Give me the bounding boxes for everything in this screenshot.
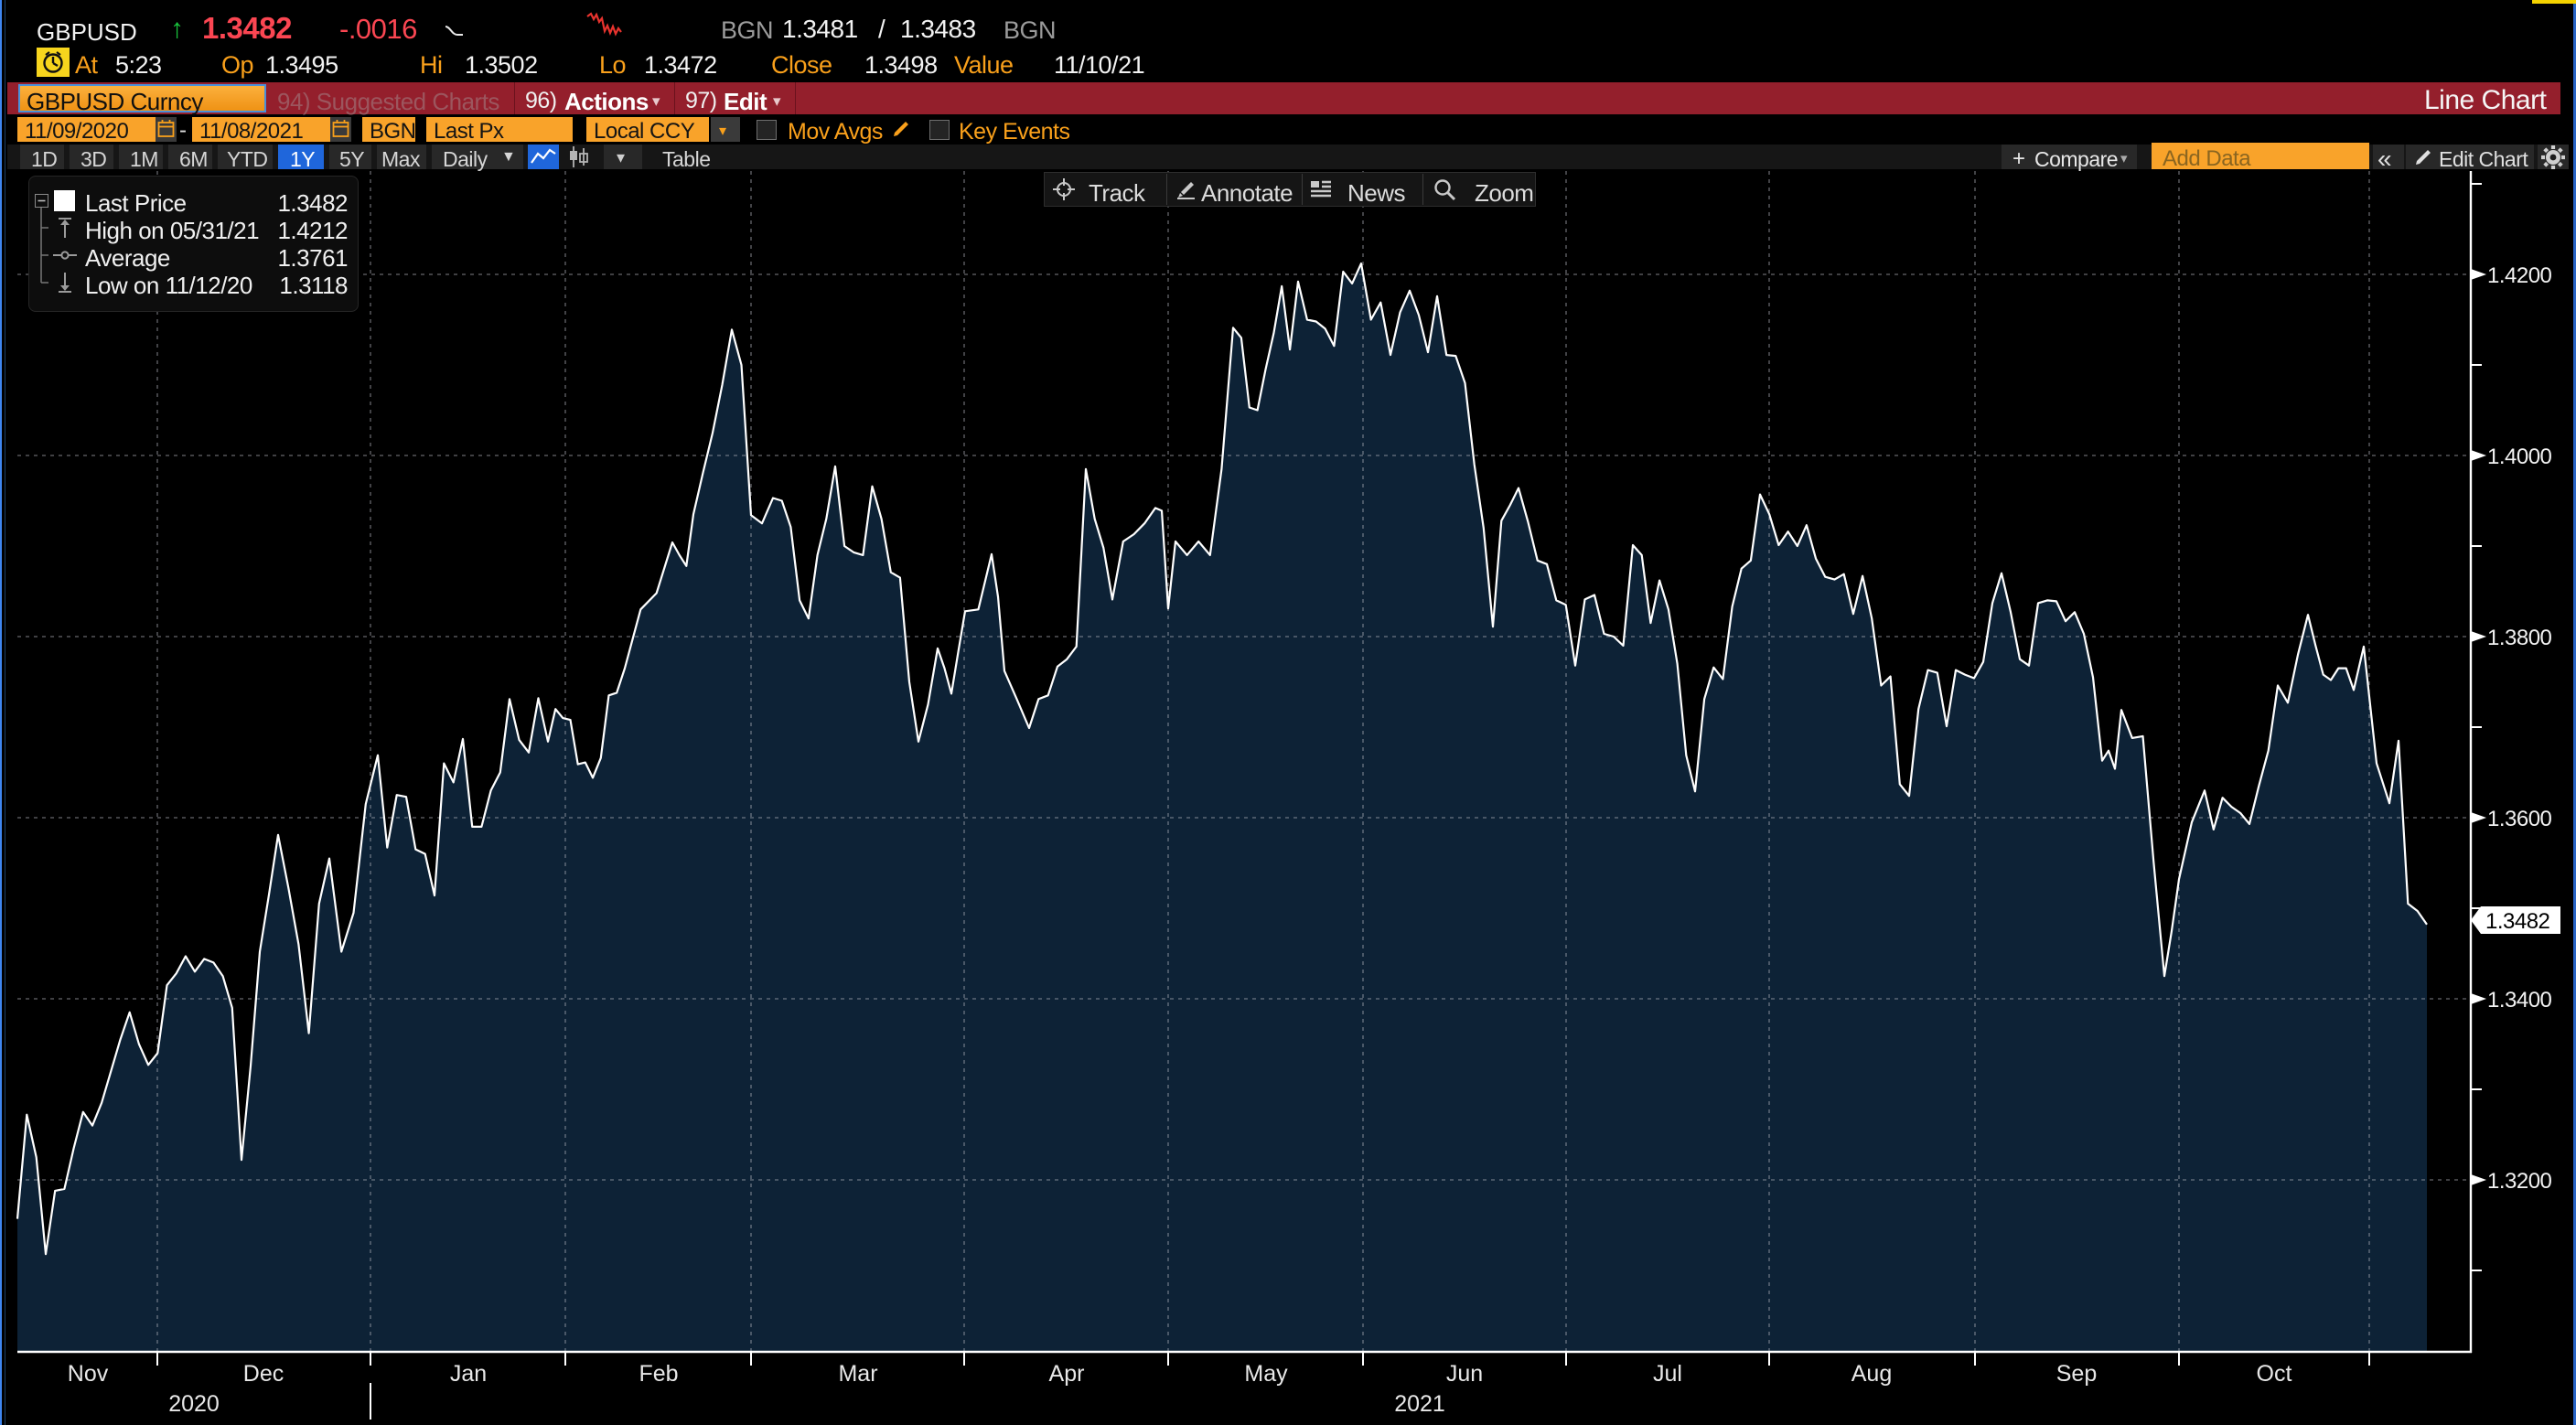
- svg-text:1.3200: 1.3200: [2487, 1169, 2552, 1194]
- svg-text:Sep: Sep: [2056, 1361, 2097, 1387]
- svg-text:2020: 2020: [168, 1391, 220, 1417]
- svg-text:1.3400: 1.3400: [2487, 988, 2552, 1012]
- svg-text:Jul: Jul: [1653, 1361, 1682, 1387]
- svg-text:Jun: Jun: [1446, 1361, 1483, 1387]
- svg-text:1.4000: 1.4000: [2487, 445, 2552, 469]
- svg-text:Oct: Oct: [2257, 1361, 2292, 1387]
- svg-text:1.3800: 1.3800: [2487, 626, 2552, 650]
- svg-text:Mar: Mar: [838, 1361, 877, 1387]
- svg-text:Aug: Aug: [1852, 1361, 1892, 1387]
- svg-text:Jan: Jan: [450, 1361, 487, 1387]
- svg-text:May: May: [1244, 1361, 1288, 1387]
- svg-text:Dec: Dec: [243, 1361, 284, 1387]
- svg-text:2021: 2021: [1394, 1391, 1445, 1417]
- svg-text:1.3482: 1.3482: [2485, 909, 2550, 934]
- svg-text:Nov: Nov: [68, 1361, 109, 1387]
- svg-text:1.3600: 1.3600: [2487, 807, 2552, 831]
- svg-text:Apr: Apr: [1049, 1361, 1085, 1387]
- svg-text:1.4200: 1.4200: [2487, 263, 2552, 288]
- svg-text:Feb: Feb: [639, 1361, 678, 1387]
